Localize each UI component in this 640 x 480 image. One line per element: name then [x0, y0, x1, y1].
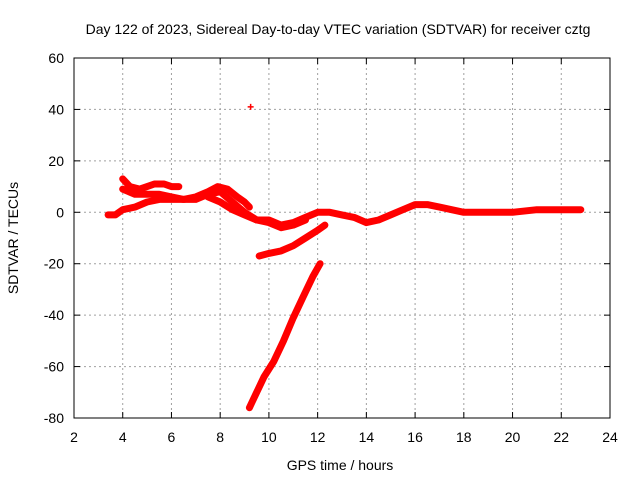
x-tick-label: 24: [602, 429, 618, 445]
x-tick-label: 6: [168, 429, 176, 445]
y-tick-label: -40: [44, 307, 64, 323]
x-tick-label: 10: [261, 429, 277, 445]
x-tick-label: 22: [553, 429, 569, 445]
x-tick-label: 20: [505, 429, 521, 445]
y-axis-label: SDTVAR / TECUs: [5, 182, 21, 294]
y-tick-label: -20: [44, 256, 64, 272]
x-tick-label: 4: [119, 429, 127, 445]
x-axis-label: GPS time / hours: [287, 457, 394, 473]
y-tick-label: 40: [48, 101, 64, 117]
series-mid-arc: [119, 183, 253, 211]
series-steep-rise: [245, 260, 324, 412]
y-tick-label: 20: [48, 153, 64, 169]
grid: [73, 57, 611, 419]
y-tick-label: 60: [48, 50, 64, 66]
x-tick-label: 16: [407, 429, 423, 445]
series-upper-arc: [119, 175, 183, 193]
series-lower-arc: [204, 193, 309, 232]
x-tick-label: 14: [359, 429, 375, 445]
y-tick-label: -80: [44, 410, 64, 426]
x-tick-label: 8: [216, 429, 224, 445]
y-tick-label: 0: [56, 204, 64, 220]
plot-area: [104, 103, 585, 412]
x-tick-label: 18: [456, 429, 472, 445]
x-tick-label: 2: [70, 429, 78, 445]
x-tick-label: 12: [310, 429, 326, 445]
data-point-outlier: [247, 103, 254, 110]
chart-title: Day 122 of 2023, Sidereal Day-to-day VTE…: [86, 21, 591, 37]
series-middle-drop: [255, 221, 329, 260]
plot-frame: [73, 57, 611, 419]
y-tick-label: -60: [44, 359, 64, 375]
